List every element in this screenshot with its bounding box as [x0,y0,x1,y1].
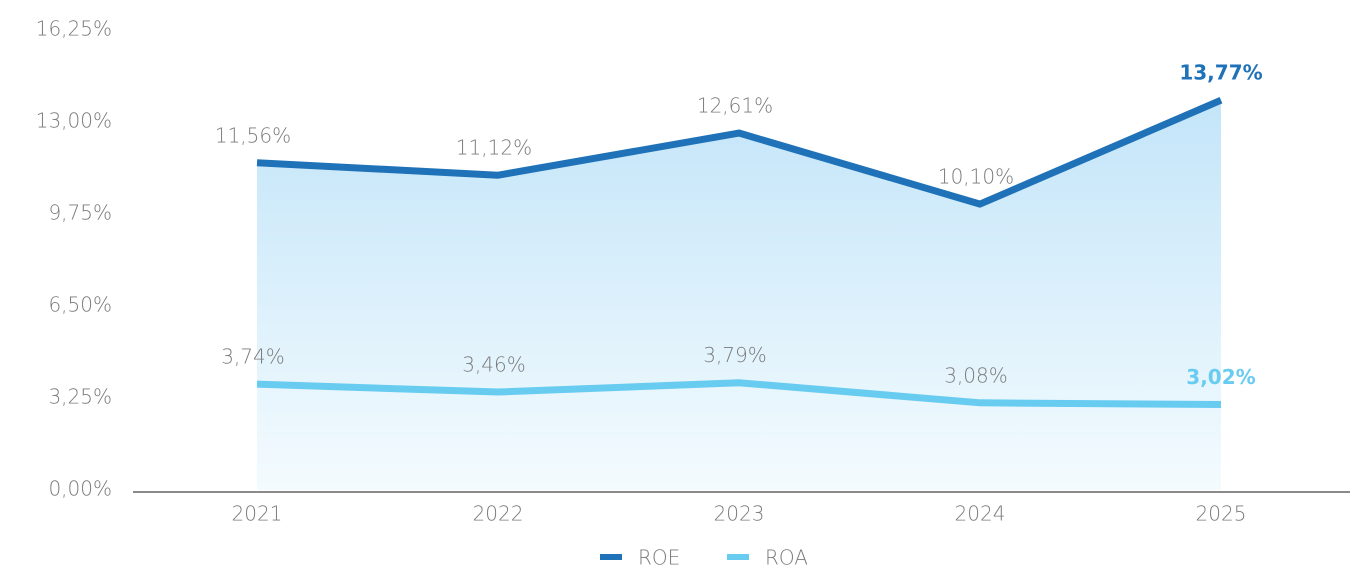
data-label: 12,61% [697,94,773,118]
line [256,96,1223,208]
area [257,100,1221,491]
x-tick-label: 2025 [1196,502,1247,526]
x-tick-label: 2022 [473,502,524,526]
x-tick-label: 2021 [232,502,283,526]
data-label: 11,56% [215,123,291,147]
x-tick-label: 2024 [955,502,1006,526]
y-tick-label: 0,00% [48,477,112,501]
data-label: 3,02% [1186,365,1255,389]
data-label: 3,46% [462,353,526,377]
y-tick-label: 3,25% [48,385,112,409]
legend-swatch [600,554,622,560]
y-tick-label: 13,00% [36,109,112,133]
line [256,379,1222,409]
y-tick-label: 16,25% [36,17,112,41]
legend-label: ROE [638,546,680,570]
y-tick-label: 6,50% [48,293,112,317]
data-label: 10,10% [938,165,1014,189]
legend-label: ROA [765,546,808,570]
data-label: 11,12% [456,136,532,160]
data-label: 13,77% [1179,61,1262,85]
data-label: 3,74% [221,345,285,369]
x-tick-label: 2023 [714,502,765,526]
data-label: 3,08% [944,363,1008,387]
data-label: 3,79% [703,343,767,367]
y-tick-label: 9,75% [48,201,112,225]
legend-swatch [727,554,749,560]
